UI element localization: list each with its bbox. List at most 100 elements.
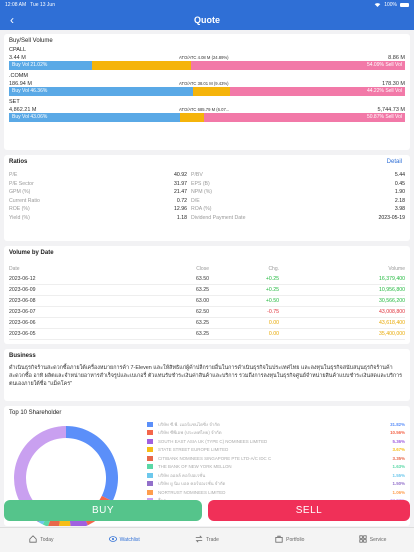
- ratio-row: Current Ratio 0.72 D/E 2.18: [9, 197, 405, 206]
- volume-table-body[interactable]: 2023-06-12 63.50 +0.25 16,379,400 2023-06-09…: [9, 274, 405, 340]
- row-close: 63.25: [196, 287, 209, 293]
- row-close: 63.25: [196, 331, 209, 337]
- list-item: CITIBANK NOMINEES SINGAPORE PTE LTD-A/C …: [147, 454, 405, 463]
- shareholder-name: บริษัท ออลล์ คอร์ปอเรชั่น: [158, 472, 206, 478]
- bsv-item: CPALL 3.44 M ATO/ATC 4.08 M (24.89%) 8.86 M…: [9, 47, 405, 70]
- row-change: +0.25: [265, 276, 279, 282]
- shareholder-percent: 10.56%: [390, 430, 405, 436]
- shareholder-name: บริษัท ซีพีเอฟ (ประเทศไทย) จำกัด: [158, 430, 222, 436]
- row-volume: 35,400,000: [379, 331, 405, 337]
- tab-bar: Today Watchlist Trade Portfolio Service: [0, 527, 414, 552]
- table-row: 2023-06-08 63.00 +0.50 30,566,200: [9, 296, 405, 307]
- color-swatch: [147, 447, 153, 453]
- portfolio-icon: [275, 535, 283, 545]
- back-chevron-icon[interactable]: ‹: [10, 13, 14, 27]
- volume-title: Volume by Date: [9, 250, 54, 256]
- tab-label: Today: [40, 537, 54, 543]
- bsv-buy-volume: 4,862.21 M: [9, 106, 37, 113]
- bsv-values-row: 186.94 M ATO/ATC 38.01 M (9.43%) 178.30 M: [9, 80, 405, 87]
- row-date: 2023-06-06: [9, 320, 36, 326]
- tab-label: Portfolio: [286, 537, 305, 543]
- shareholder-percent: 5.36%: [392, 438, 405, 444]
- sell-button[interactable]: SELL: [208, 500, 410, 521]
- detail-link[interactable]: Detail: [386, 159, 402, 165]
- ratio-label: NPM (%): [191, 189, 213, 196]
- color-swatch: [147, 481, 153, 487]
- ratio-row: P/E 40.92 P/BV 5.44: [9, 171, 405, 180]
- wifi-icon: [374, 2, 381, 9]
- tab-label: Watchlist: [119, 537, 140, 543]
- list-item: บริษัท ซี.พี. เมอร์แชนไดซิ่ง จำกัด 31.82%: [147, 420, 405, 429]
- ratio-value: 1.90: [394, 189, 405, 196]
- business-title: Business: [9, 353, 36, 359]
- row-change: +0.25: [265, 287, 279, 293]
- bsv-ratio-bar: Buy Vol 21.02% 54.09% Sell Vol: [9, 61, 405, 70]
- row-close: 63.50: [196, 276, 209, 282]
- shareholder-name: CITIBANK NOMINEES SINGAPORE PTE LTD-A/C …: [158, 455, 272, 461]
- tab-today[interactable]: Today: [0, 528, 83, 552]
- ratio-label: Current Ratio: [9, 197, 40, 204]
- bsv-item: .COMM 186.94 M ATO/ATC 38.01 M (9.43%) 178.…: [9, 73, 405, 96]
- bsv-ato-atc: ATO/ATC 4.08 M (24.89%): [179, 55, 229, 60]
- ratio-label: Dividend Payment Date: [191, 214, 246, 221]
- ratio-label: ROE (%): [9, 206, 30, 213]
- row-volume: 16,379,400: [379, 276, 405, 282]
- service-icon: [359, 535, 367, 545]
- bsv-sell-label: 54.09% Sell Vol: [366, 62, 402, 68]
- bsv-buy-volume: 186.94 M: [9, 80, 32, 87]
- row-date: 2023-06-07: [9, 309, 36, 315]
- shareholder-percent: 3.67%: [392, 447, 405, 453]
- tab-portfolio[interactable]: Portfolio: [248, 528, 331, 552]
- ratio-value: 5.44: [394, 172, 405, 178]
- business-card: Business ดำเนินธุรกิจร้านสะดวกซื้อภายใต้…: [4, 349, 410, 401]
- list-item: บริษัท ยู นิม บอล คอร์ปอเรชั่น จำกัด 1.50…: [147, 480, 405, 489]
- ratio-label: P/BV: [191, 172, 203, 178]
- list-item: บริษัท ออลล์ คอร์ปอเรชั่น 1.55%: [147, 471, 405, 480]
- bsv-values-row: 4,862.21 M ATO/ATC 685.79 M (6.07... 5,744…: [9, 106, 405, 113]
- tab-service[interactable]: Service: [331, 528, 414, 552]
- table-row: 2023-06-12 63.50 +0.25 16,379,400: [9, 274, 405, 285]
- shareholder-card: Top 10 Shareholder บริษัท ซี.พี. เมอร์แช…: [4, 406, 410, 526]
- color-swatch: [147, 421, 153, 427]
- status-date: Tue 13 Jun: [30, 2, 55, 8]
- buy-sell-volume-card: Buy/Sell Volume CPALL 3.44 M ATO/ATC 4.08 …: [4, 34, 410, 150]
- bsv-symbol: .COMM: [9, 73, 28, 79]
- ratio-row: GPM (%) 21.47 NPM (%) 1.90: [9, 188, 405, 197]
- ratio-value: 21.47: [174, 189, 187, 196]
- color-swatch: [147, 438, 153, 444]
- volume-table-header: Date Close Chg. Volume: [9, 266, 405, 274]
- bsv-buy-label: Buy Vol 43.06%: [12, 114, 48, 120]
- ratio-label: GPM (%): [9, 189, 31, 196]
- shareholder-name: THE BANK OF NEW YORK MELLON: [158, 464, 232, 470]
- buy-button[interactable]: BUY: [4, 500, 202, 521]
- row-change: -0.75: [267, 309, 279, 315]
- ratio-value: 40.92: [174, 172, 187, 178]
- ratio-value: 1.18: [176, 214, 187, 221]
- color-swatch: [147, 430, 153, 436]
- row-change: 0.00: [268, 320, 279, 326]
- tab-watchlist[interactable]: Watchlist: [83, 528, 166, 552]
- tab-trade[interactable]: Trade: [166, 528, 249, 552]
- bsv-ato-segment: [92, 61, 191, 70]
- bsv-sell-label: 50.87% Sell Vol: [366, 114, 402, 120]
- bsv-ratio-bar: Buy Vol 43.06% 50.87% Sell Vol: [9, 113, 405, 122]
- shareholder-percent: 1.06%: [392, 489, 405, 495]
- header-chg: Chg.: [268, 266, 279, 272]
- row-close: 63.00: [196, 298, 209, 304]
- bsv-symbol: CPALL: [9, 47, 27, 53]
- row-close: 63.25: [196, 320, 209, 326]
- list-item: NORTRUST NOMINEES LIMITED 1.06%: [147, 488, 405, 497]
- table-row: 2023-06-06 63.25 0.00 43,618,400: [9, 318, 405, 329]
- ratio-value: 2023-05-19: [378, 214, 405, 221]
- row-date: 2023-06-08: [9, 298, 36, 304]
- bsv-buy-label: Buy Vol 46.36%: [12, 88, 48, 94]
- bsv-sell-segment: [203, 113, 405, 122]
- color-swatch: [147, 455, 153, 461]
- ratio-label: P/E Sector: [9, 180, 34, 187]
- list-item: THE BANK OF NEW YORK MELLON 1.63%: [147, 463, 405, 472]
- bsv-sell-volume: 178.30 M: [382, 80, 405, 87]
- battery-icon: [400, 3, 409, 7]
- shareholder-percent: 1.63%: [392, 464, 405, 470]
- shareholder-name: SOUTH EAST ASIA UK (TYPE C) NOMINEES LIM…: [158, 438, 268, 444]
- bsv-buy-volume: 3.44 M: [9, 54, 26, 61]
